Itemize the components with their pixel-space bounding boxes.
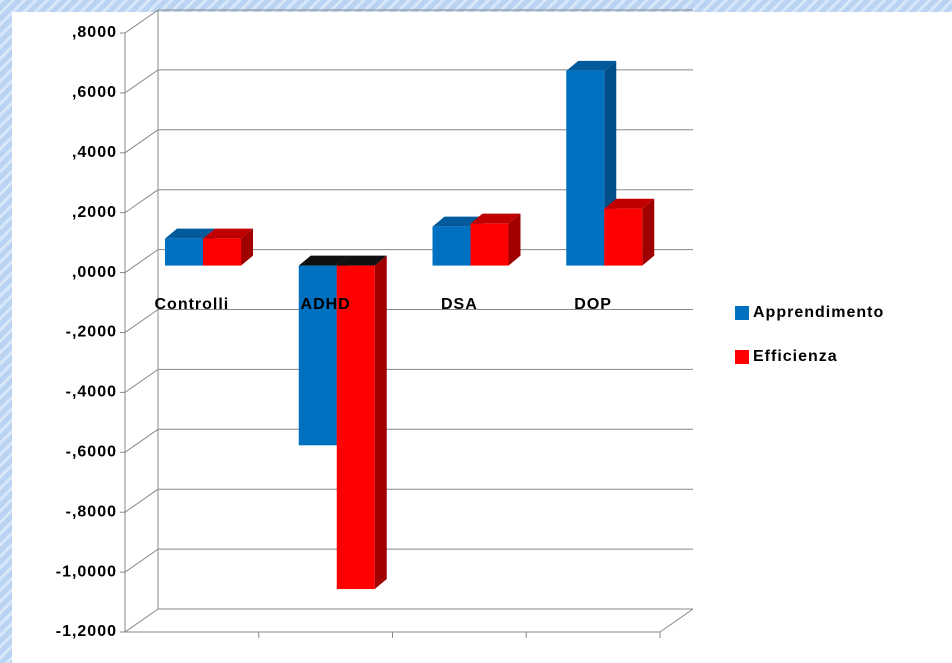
- bar-top: [298, 255, 349, 266]
- legend-swatch: [735, 306, 749, 320]
- y-tick-label: ,2000: [72, 204, 117, 221]
- bar: [298, 265, 337, 446]
- bar: [203, 238, 241, 266]
- grid-line-side: [124, 189, 159, 214]
- y-tick-label: -1,2000: [56, 623, 117, 640]
- grid-line-side: [124, 9, 159, 34]
- grid-line-side: [124, 129, 159, 154]
- grid-line-side: [124, 249, 159, 274]
- bar-side: [374, 255, 387, 590]
- y-tick-label: ,4000: [72, 144, 117, 161]
- y-tick-label: ,0000: [72, 264, 117, 281]
- y-tick-label: -,4000: [66, 384, 117, 401]
- y-tick-label: -1,0000: [56, 563, 117, 580]
- grid-line-side: [124, 309, 159, 333]
- bar-top: [336, 255, 387, 266]
- grid-line-side: [124, 428, 159, 453]
- bar-side: [241, 228, 253, 266]
- bar-top: [566, 60, 617, 71]
- floor-right: [659, 608, 694, 633]
- grid-line-side: [124, 548, 159, 573]
- legend-label: Apprendimento: [753, 304, 884, 321]
- bar: [566, 70, 605, 266]
- x-tick-label: DOP: [574, 296, 612, 313]
- bar: [604, 208, 643, 266]
- bar-top: [165, 228, 215, 239]
- bar-side: [642, 198, 655, 266]
- bar-top: [432, 216, 483, 227]
- bar-side: [508, 213, 521, 266]
- x-tick-label: Controlli: [154, 296, 229, 313]
- bar: [165, 238, 203, 266]
- bar: [336, 265, 375, 590]
- bar-top: [604, 198, 655, 209]
- grid-line-side: [124, 368, 159, 393]
- y-tick-label: -,2000: [66, 324, 117, 341]
- plot-panel: [12, 12, 952, 663]
- y-tick-label: -,6000: [66, 444, 117, 461]
- x-tick-label: DSA: [441, 296, 478, 313]
- grid-line-side: [124, 488, 159, 513]
- bar-top: [203, 228, 253, 239]
- grid-line-side: [124, 69, 159, 94]
- y-tick-label: ,8000: [72, 24, 117, 41]
- x-tick-label: ADHD: [301, 296, 351, 313]
- grid-line-side: [124, 608, 159, 633]
- y-tick-label: ,6000: [72, 84, 117, 101]
- legend-swatch: [735, 350, 749, 364]
- bar: [470, 223, 509, 266]
- bar: [432, 226, 471, 266]
- y-tick-label: -,8000: [66, 503, 117, 520]
- bar-top: [470, 213, 521, 224]
- legend-label: Efficienza: [753, 348, 838, 365]
